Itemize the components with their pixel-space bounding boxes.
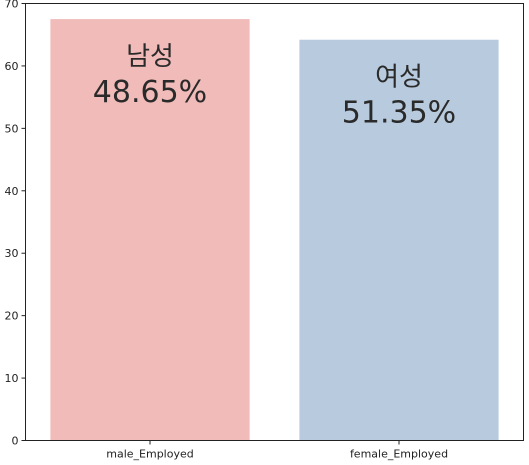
y-tick-label: 0 — [12, 435, 19, 448]
x-axis: male_Employed female_Employed — [106, 441, 448, 461]
y-tick-label: 40 — [5, 185, 19, 198]
bar-annotation-label: 여성 — [375, 63, 423, 93]
bar-annotation-percent: 48.65% — [93, 75, 207, 110]
bar-annotation-percent: 51.35% — [342, 96, 456, 131]
bar-annotation-label: 남성 — [126, 42, 174, 72]
y-tick-label: 30 — [5, 247, 19, 260]
y-tick-label: 70 — [5, 0, 19, 11]
y-tick-label: 20 — [5, 310, 19, 323]
y-tick-label: 50 — [5, 122, 19, 135]
x-tick-label: male_Employed — [106, 448, 193, 461]
y-axis: 0 10 20 30 40 50 60 70 — [5, 0, 26, 448]
y-tick-label: 10 — [5, 372, 19, 385]
x-tick-label: female_Employed — [350, 448, 448, 461]
y-tick-label: 60 — [5, 60, 19, 73]
